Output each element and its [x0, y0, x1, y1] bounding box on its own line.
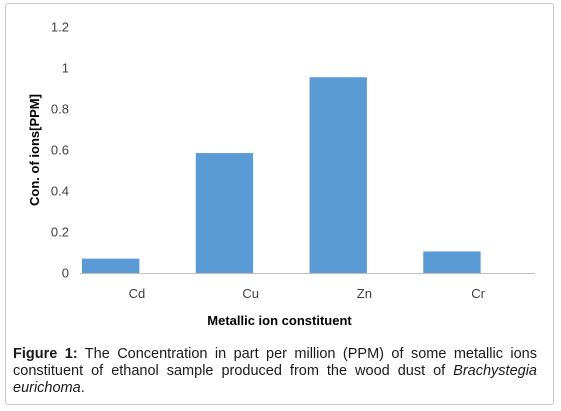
y-tick-label: 0.6 [51, 143, 69, 158]
x-axis-ticks: Cd Cu Zn Cr [129, 286, 486, 301]
y-tick-label: 0.4 [51, 184, 69, 199]
caption-species-name: Brachystegia eurichoma [13, 363, 537, 396]
x-axis-title: Metallic ion constituent [207, 313, 352, 328]
bar-cd [82, 258, 140, 273]
y-tick-label: 0.8 [51, 102, 69, 117]
x-tick-label: Cr [471, 286, 485, 301]
bar-cu [195, 153, 254, 273]
x-tick-label: Zn [357, 286, 372, 301]
y-tick-label: 0.2 [51, 225, 69, 240]
figure-frame [5, 3, 554, 405]
y-tick-label: 1 [62, 61, 69, 76]
bars [82, 77, 481, 273]
y-axis-title: Con. of ions[PPM] [27, 94, 42, 206]
bar-zn [309, 77, 367, 273]
y-tick-label: 0 [62, 266, 69, 281]
caption-label: Figure 1: [13, 346, 78, 362]
x-tick-label: Cu [242, 286, 259, 301]
caption-text: The Concentration in part per million (P… [13, 346, 537, 379]
figure-caption: Figure 1: The Concentration in part per … [13, 346, 537, 397]
caption-end: . [80, 380, 85, 396]
y-tick-label: 1.2 [51, 20, 69, 35]
bar-cr [423, 251, 481, 273]
bar-chart: 0 0.2 0.4 0.6 0.8 1 1.2 Cd Cu Zn Cr Con. of ions[… [27, 20, 535, 328]
y-axis-ticks: 0 0.2 0.4 0.6 0.8 1 1.2 [51, 20, 69, 281]
x-tick-label: Cd [129, 286, 146, 301]
